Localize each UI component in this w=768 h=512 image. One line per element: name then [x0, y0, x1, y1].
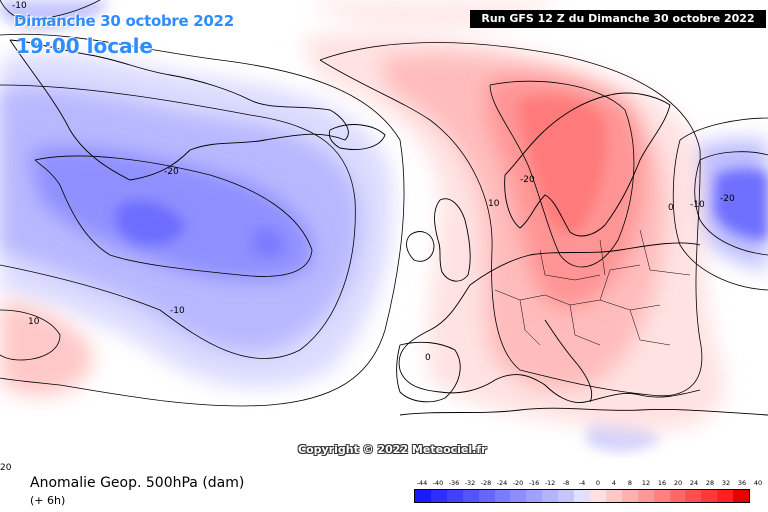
negative-anomaly-core [115, 201, 185, 245]
scale-label: 28 [705, 479, 715, 487]
scale-label: -36 [448, 479, 460, 487]
scale-label: -12 [544, 479, 556, 487]
scale-swatch [701, 490, 718, 502]
scale-swatch [717, 490, 734, 502]
coastlines [9, 39, 768, 416]
forecast-date: Dimanche 30 octobre 2022 [14, 12, 234, 30]
scale-label: 16 [657, 479, 667, 487]
scale-label: 12 [641, 479, 651, 487]
scale-label: -32 [464, 479, 476, 487]
scale-label: -28 [480, 479, 492, 487]
scandinavia-coast [504, 92, 671, 237]
scale-label: 40 [753, 479, 763, 487]
italy-coast [544, 319, 593, 403]
scale-swatch [446, 490, 463, 502]
iceland-coast [328, 124, 386, 150]
contour-label: -20 [164, 167, 179, 177]
contour-label: 0 [668, 203, 674, 213]
contour-label: 0 [425, 353, 431, 363]
scale-swatch [415, 490, 431, 502]
contour-label: 10 [488, 199, 500, 209]
negative-anomaly-east-core [712, 169, 768, 240]
negative-anomaly-north [0, 0, 110, 30]
contour-label: 20 [0, 463, 12, 470]
scale-swatch [669, 490, 686, 502]
contour-labels: -10 -20 -10 10 -20 10 0 -10 -20 20 0 [0, 1, 735, 470]
contour-minus-10-east [694, 151, 768, 256]
contour-zero-north [0, 0, 101, 21]
scale-swatch [478, 490, 495, 502]
ireland-coast [406, 231, 435, 262]
contour-zero-east [672, 117, 768, 291]
positive-anomaly-core [519, 96, 607, 233]
scale-label: -8 [562, 479, 570, 487]
scale-labels: -44 -40 -36 -32 -28 -24 -20 -16 -12 -8 -4 0 4 8 12 16 20… [414, 479, 762, 489]
contour-20-europe [489, 80, 635, 268]
europe-coast [398, 242, 701, 403]
africa-coast [399, 407, 768, 416]
lead-time: (+ 6h) [30, 494, 66, 507]
scale-label: 8 [627, 479, 633, 487]
scale-swatch [430, 490, 447, 502]
anomaly-map: -10 -20 -10 10 -20 10 0 -10 -20 20 0 [0, 0, 768, 470]
scale-swatch [542, 490, 559, 502]
contour-label: -10 [690, 200, 705, 210]
contour-label: -10 [12, 1, 27, 11]
iberia-coast [396, 341, 461, 403]
country-borders [494, 229, 691, 346]
scale-label: -4 [578, 479, 586, 487]
scale-swatch [685, 490, 702, 502]
scale-swatch [621, 490, 638, 502]
britain-coast [434, 198, 471, 282]
contour-lines [0, 0, 768, 407]
scale-swatch [526, 490, 543, 502]
scale-swatch [494, 490, 511, 502]
anomaly-shading [0, 0, 768, 452]
scale-swatch [605, 490, 622, 502]
contour-label: -20 [720, 194, 735, 204]
scale-label: -24 [496, 479, 508, 487]
contour-10-southwest [0, 309, 61, 361]
greenland-coast [9, 39, 349, 181]
contour-label: -10 [170, 306, 185, 316]
product-title: Anomalie Geop. 500hPa (dam) [30, 475, 245, 491]
contour-10-europe [319, 42, 703, 397]
scale-label: 36 [737, 479, 747, 487]
contour-label: 10 [28, 317, 40, 327]
scale-label: 0 [595, 479, 601, 487]
scale-swatch [510, 490, 527, 502]
scale-swatch [653, 490, 670, 502]
forecast-time: 19:00 locale [16, 34, 153, 58]
scale-swatch [589, 490, 606, 502]
scale-label: 24 [689, 479, 699, 487]
scale-label: -16 [528, 479, 540, 487]
contour-label: -20 [520, 175, 535, 185]
contour-minus-20-west [34, 155, 313, 277]
scale-label: 20 [673, 479, 683, 487]
copyright-text: Copyright © 2022 Meteociel.fr [298, 443, 487, 456]
contour-minus-10-west [0, 84, 356, 359]
scale-swatch [558, 490, 575, 502]
scale-label: 32 [721, 479, 731, 487]
scale-swatch [637, 490, 654, 502]
scale-swatch [462, 490, 479, 502]
model-run-label: Run GFS 12 Z du Dimanche 30 octobre 2022 [470, 10, 766, 28]
scale-label: -40 [432, 479, 444, 487]
contour-zero-west [0, 33, 405, 407]
positive-anomaly-southwest [0, 300, 93, 396]
scale-label: -44 [416, 479, 428, 487]
negative-anomaly-core-2 [252, 228, 284, 257]
color-scale-legend: -44 -40 -36 -32 -28 -24 -20 -16 -12 -8 -4 0 4 8 12 16 20… [414, 479, 762, 509]
scale-bar [414, 489, 750, 503]
scale-label: -20 [512, 479, 524, 487]
scale-swatch [574, 490, 590, 502]
scale-swatch [733, 490, 750, 502]
scale-label: 4 [611, 479, 617, 487]
